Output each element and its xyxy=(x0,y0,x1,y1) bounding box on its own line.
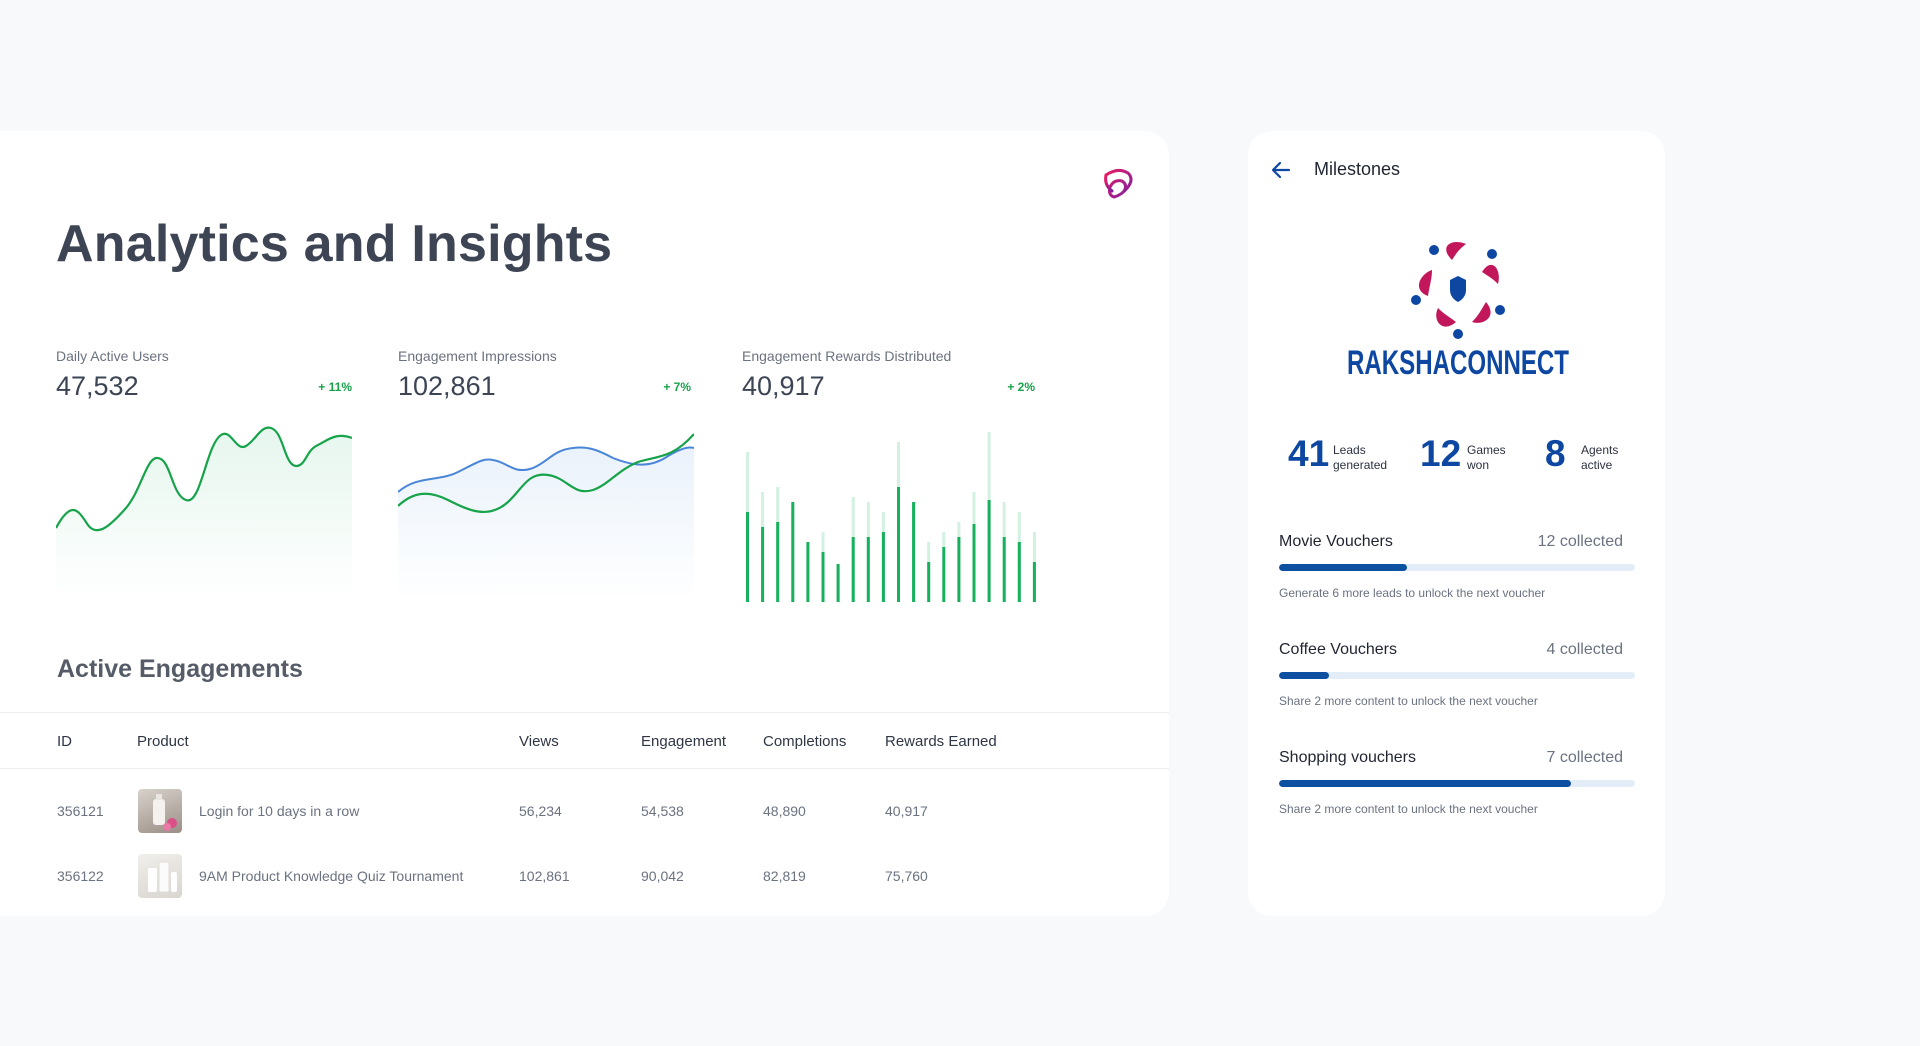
row-1-id: 356121 xyxy=(57,803,104,819)
bar xyxy=(927,562,931,602)
voucher-count-movie: 12 collected xyxy=(1537,533,1623,550)
sparkline-area xyxy=(398,447,694,600)
engagement-impressions-sparkline xyxy=(398,433,694,600)
row-2-product-name[interactable]: 9AM Product Knowledge Quiz Tournament xyxy=(199,868,464,884)
row-2-product-thumbnail xyxy=(138,854,182,898)
metric-delta-rewards-distributed: + 2% xyxy=(1007,380,1035,394)
voucher-name-shopping: Shopping vouchers xyxy=(1279,749,1416,766)
voucher-name-coffee: Coffee Vouchers xyxy=(1279,641,1398,658)
metric-delta-daily-active-users: + 11% xyxy=(318,380,352,394)
row-1-engagement: 54,538 xyxy=(641,803,684,819)
voucher-count-coffee: 4 collected xyxy=(1546,641,1624,658)
rewards-distributed-bars xyxy=(746,432,1036,602)
bar xyxy=(761,527,765,602)
voucher-hint-shopping: Share 2 more content to unlock the next … xyxy=(1279,802,1538,816)
bar xyxy=(851,537,855,602)
bar xyxy=(942,547,946,602)
voucher-progress-fill xyxy=(1279,672,1329,679)
bar xyxy=(897,487,900,602)
sparkline-line-blue xyxy=(398,446,694,493)
metric-value-engagement-impressions: 102,861 xyxy=(398,371,496,401)
voucher-count-shopping: 7 collected xyxy=(1546,749,1624,766)
bar xyxy=(881,532,885,602)
bar xyxy=(746,512,749,602)
voucher-hint-movie: Generate 6 more leads to unlock the next… xyxy=(1279,586,1546,600)
column-header-engagement[interactable]: Engagement xyxy=(641,733,727,750)
bar xyxy=(866,537,870,602)
voucher-hint-coffee: Share 2 more content to unlock the next … xyxy=(1279,694,1538,708)
bar xyxy=(912,502,916,602)
bar xyxy=(821,552,825,602)
milestones-title: Milestones xyxy=(1314,159,1401,179)
row-1-views: 56,234 xyxy=(519,803,562,819)
metric-delta-engagement-impressions: + 7% xyxy=(663,380,691,394)
table-top-divider xyxy=(0,712,1169,713)
product-bottle-icon xyxy=(153,794,177,831)
table-header-divider xyxy=(0,768,1169,769)
bar xyxy=(1017,542,1021,602)
metric-value-rewards-distributed: 40,917 xyxy=(742,371,825,401)
bar xyxy=(987,500,991,602)
daily-active-users-sparkline xyxy=(56,426,352,600)
sparkline-area xyxy=(56,427,352,600)
sparkline-line-green xyxy=(398,433,694,513)
row-1-completions: 48,890 xyxy=(763,803,806,819)
row-1-product-name[interactable]: Login for 10 days in a row xyxy=(199,803,360,819)
column-header-rewards-earned[interactable]: Rewards Earned xyxy=(885,733,997,750)
bar xyxy=(1032,562,1036,602)
metric-label-rewards-distributed: Engagement Rewards Distributed xyxy=(742,348,952,364)
bar xyxy=(791,502,795,602)
brand-logo-icon xyxy=(1104,168,1133,199)
row-2-rewards: 75,760 xyxy=(885,868,928,884)
bar xyxy=(972,524,976,602)
row-2-views: 102,861 xyxy=(519,868,570,884)
metric-label-daily-active-users: Daily Active Users xyxy=(56,348,169,364)
voucher-progress-fill xyxy=(1279,780,1571,787)
stat-label-leads: Leads generated xyxy=(1333,443,1388,472)
voucher-progress-shopping xyxy=(1279,780,1635,787)
row-2-engagement: 90,042 xyxy=(641,868,684,884)
bar xyxy=(957,537,961,602)
stat-label-agents: Agents active xyxy=(1581,443,1619,472)
bar xyxy=(836,564,840,602)
stat-value-games: 12 xyxy=(1420,433,1462,474)
column-header-completions[interactable]: Completions xyxy=(763,733,847,750)
bar xyxy=(776,522,780,602)
stat-value-agents: 8 xyxy=(1545,433,1566,474)
row-2-id: 356122 xyxy=(57,868,104,884)
stat-label-games: Games won xyxy=(1467,443,1506,472)
voucher-progress-movie xyxy=(1279,564,1635,571)
back-arrow-icon[interactable] xyxy=(1269,158,1293,182)
product-bottles-icon xyxy=(148,861,177,893)
row-1-product-thumbnail xyxy=(138,789,182,833)
column-header-product[interactable]: Product xyxy=(137,733,189,750)
voucher-progress-fill xyxy=(1279,564,1408,571)
section-title: Active Engagements xyxy=(57,655,303,683)
page-title: Analytics and Insights xyxy=(56,215,613,273)
row-2-completions: 82,819 xyxy=(763,868,806,884)
voucher-name-movie: Movie Vouchers xyxy=(1279,533,1393,550)
stat-value-leads: 41 xyxy=(1288,433,1330,474)
bar xyxy=(1002,537,1006,602)
column-header-id[interactable]: ID xyxy=(57,733,72,750)
rakshaconnect-logo: RAKSHACONNECT xyxy=(1347,241,1569,382)
row-1-rewards: 40,917 xyxy=(885,803,928,819)
metric-label-engagement-impressions: Engagement Impressions xyxy=(398,348,557,364)
sparkline-line xyxy=(56,426,352,532)
metric-value-daily-active-users: 47,532 xyxy=(56,371,139,401)
bar xyxy=(806,542,810,602)
logo-wordmark: RAKSHACONNECT xyxy=(1347,344,1569,382)
voucher-progress-coffee xyxy=(1279,672,1635,679)
column-header-views[interactable]: Views xyxy=(519,733,559,750)
